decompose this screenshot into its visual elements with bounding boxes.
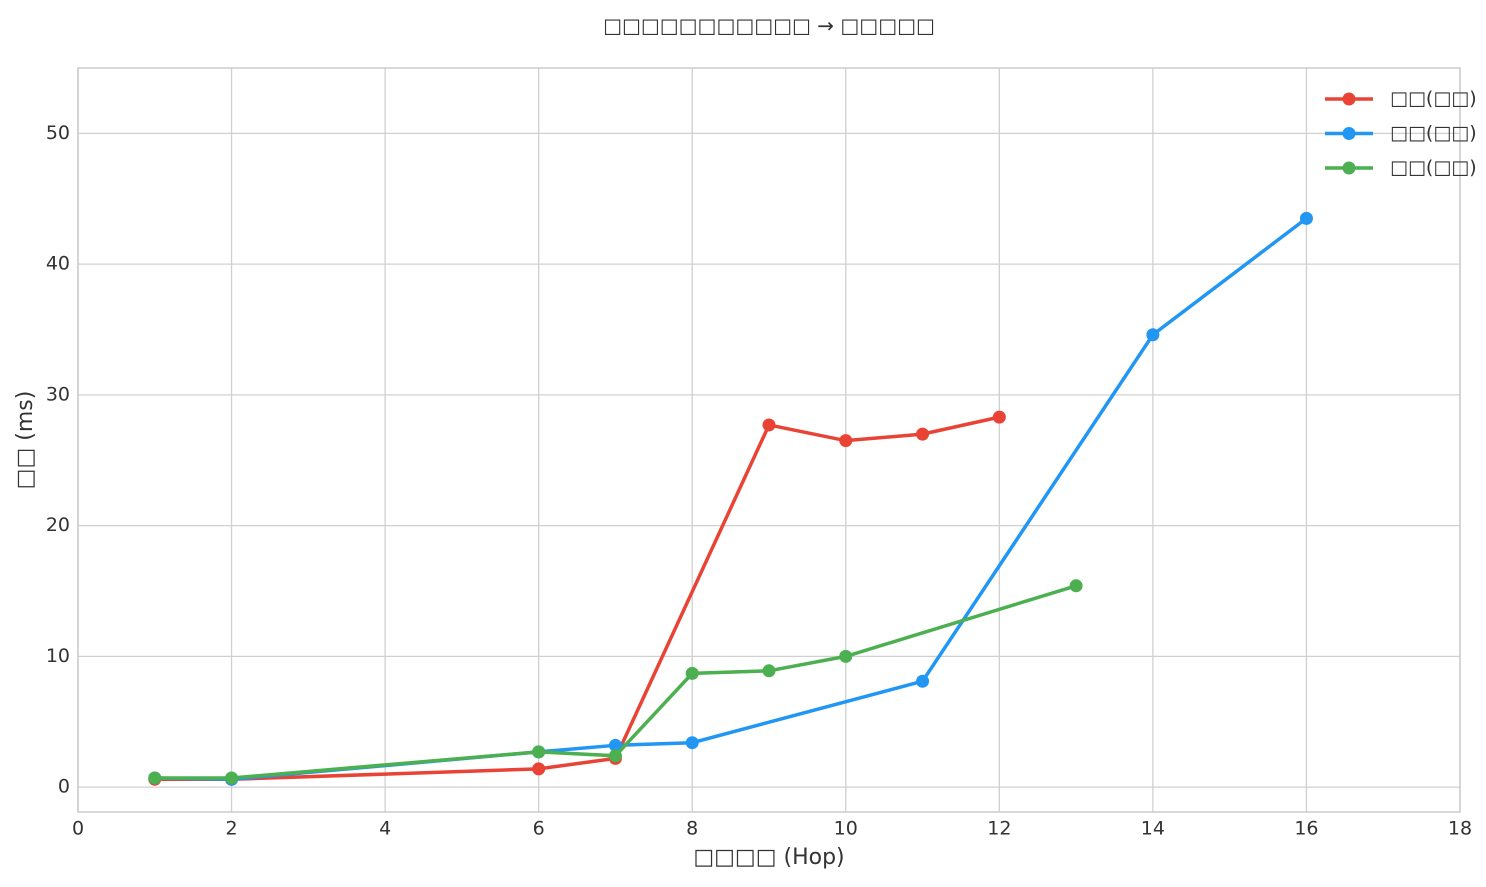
x-tick-label: 2: [226, 818, 238, 840]
x-tick-label: 4: [379, 818, 391, 840]
data-point: [839, 434, 853, 448]
data-point: [1069, 579, 1083, 593]
legend-label: □□(□□): [1390, 88, 1477, 110]
data-point: [608, 738, 622, 752]
legend-label: □□(□□): [1390, 122, 1477, 144]
data-point: [916, 427, 930, 441]
x-axis-label: □□□□ (Hop): [693, 845, 844, 870]
data-point: [685, 736, 699, 750]
x-tick-label: 16: [1294, 818, 1318, 840]
chart-title: □□□□□□□□□□□ → □□□□□: [603, 14, 935, 38]
x-tick-label: 8: [686, 818, 698, 840]
y-axis-label: □□ (ms): [13, 391, 38, 490]
data-point: [225, 771, 239, 785]
series-line: [154, 415, 1000, 782]
data-point: [532, 762, 546, 776]
legend-marker: [1342, 127, 1356, 140]
y-tick-label: 0: [58, 776, 70, 798]
data-point: [532, 745, 546, 759]
y-tick-label: 40: [46, 253, 70, 275]
x-tick-label: 12: [987, 818, 1011, 840]
legend-marker: [1342, 92, 1356, 106]
x-tick-label: 18: [1448, 818, 1472, 840]
data-point: [1299, 211, 1313, 225]
legend-label: □□(□□): [1390, 157, 1477, 179]
x-tick-label: 10: [834, 818, 858, 840]
y-tick-label: 20: [46, 514, 70, 536]
data-point: [839, 649, 853, 663]
series-line: [154, 584, 1077, 780]
data-point: [608, 749, 622, 763]
data-point: [685, 666, 699, 680]
y-tick-label: 30: [46, 383, 70, 405]
legend-marker: [1342, 161, 1356, 175]
data-point: [1146, 328, 1160, 342]
data-point: [762, 664, 776, 678]
y-tick-label: 10: [46, 645, 70, 667]
x-tick-label: 14: [1141, 818, 1165, 840]
data-point: [992, 410, 1006, 424]
x-tick-label: 0: [72, 818, 84, 840]
x-tick-label: 6: [533, 818, 545, 840]
data-point: [762, 418, 776, 432]
plot-frame: [77, 67, 1461, 813]
y-tick-label: 50: [46, 122, 70, 144]
data-point: [916, 674, 930, 688]
data-point: [148, 771, 162, 785]
